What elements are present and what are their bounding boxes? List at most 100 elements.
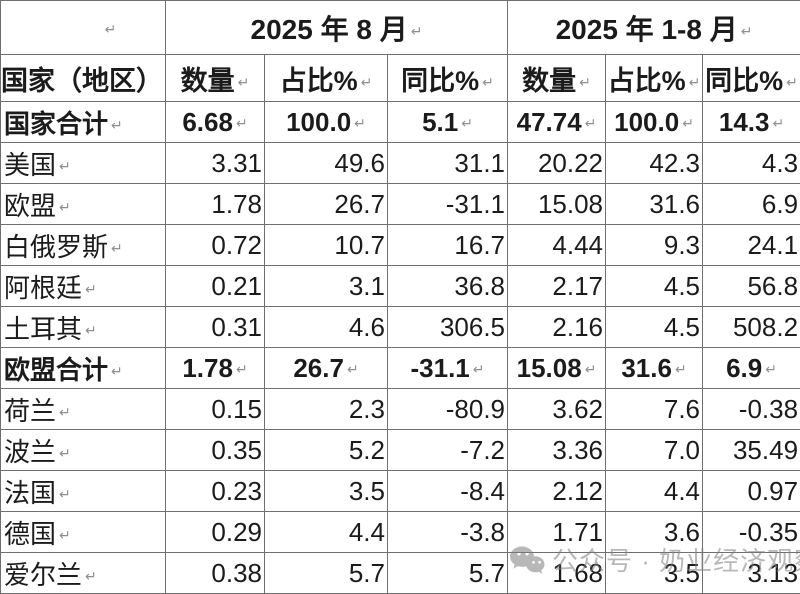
value-cell: 26.7↵: [265, 184, 388, 225]
value-cell: -0.35↵: [703, 512, 800, 553]
country-name: 白俄罗斯: [4, 232, 108, 262]
value-cell: 1.71↵: [508, 512, 606, 553]
value-cell: 3.5↵: [265, 471, 388, 512]
return-mark: ↵: [236, 361, 248, 377]
value-cell: 2.16↵: [508, 307, 606, 348]
return-mark: ↵: [765, 361, 777, 377]
country-cell: 欧盟合计↵: [1, 348, 166, 389]
period-header-jan-aug: 2025 年 1-8 月↵: [508, 1, 800, 55]
table-row: 荷兰↵ 0.15↵ 2.3↵ -80.9↵ 3.62↵ 7.6↵ -0.38↵: [1, 389, 800, 430]
value-cell: 47.74↵: [508, 102, 606, 143]
value-cell: 3.31↵: [166, 143, 265, 184]
country-cell: 德国↵: [1, 512, 166, 553]
value-cell: -31.1↵: [388, 348, 508, 389]
value-cell: 100.0↵: [606, 102, 703, 143]
value-cell: 3.5↵: [606, 553, 703, 594]
country-name: 爱尔兰: [4, 560, 82, 590]
country-cell: 阿根廷↵: [1, 266, 166, 307]
value-cell: 24.1↵: [703, 225, 800, 266]
value-cell: 100.0↵: [265, 102, 388, 143]
country-cell: 欧盟↵: [1, 184, 166, 225]
value-cell: 2.17↵: [508, 266, 606, 307]
return-mark: ↵: [59, 527, 71, 543]
return-mark: ↵: [111, 240, 123, 256]
country-name: 阿根廷: [4, 273, 82, 303]
return-mark: ↵: [85, 281, 97, 297]
return-mark: ↵: [59, 158, 71, 174]
return-mark: ↵: [473, 361, 485, 377]
country-name: 德国: [4, 519, 56, 549]
return-mark: ↵: [111, 363, 123, 379]
value-cell: -0.38↵: [703, 389, 800, 430]
value-cell: -7.2↵: [388, 430, 508, 471]
value-cell: 6.9↵: [703, 184, 800, 225]
return-mark: ↵: [105, 21, 117, 37]
value-cell: 4.3↵: [703, 143, 800, 184]
value-cell: 9.3↵: [606, 225, 703, 266]
value-cell: 15.08↵: [508, 184, 606, 225]
quantity-column-header: 数量↵: [166, 55, 265, 102]
table-body: 国家合计↵ 6.68↵ 100.0↵ 5.1↵ 47.74↵ 100.0↵ 14…: [1, 102, 800, 594]
value-cell: 3.1↵: [265, 266, 388, 307]
table-row: 国家合计↵ 6.68↵ 100.0↵ 5.1↵ 47.74↵ 100.0↵ 14…: [1, 102, 800, 143]
table-row: 德国↵ 0.29↵ 4.4↵ -3.8↵ 1.71↵ 3.6↵ -0.35↵: [1, 512, 800, 553]
return-mark: ↵: [579, 74, 591, 90]
value-cell: 0.38↵: [166, 553, 265, 594]
value-cell: 6.9↵: [703, 348, 800, 389]
value-cell: 306.5↵: [388, 307, 508, 348]
country-column-header: 国家（地区）↵: [1, 55, 166, 102]
country-cell: 美国↵: [1, 143, 166, 184]
country-name: 土耳其: [4, 314, 82, 344]
return-mark: ↵: [238, 74, 250, 90]
country-name: 欧盟: [4, 191, 56, 221]
value-cell: 4.44↵: [508, 225, 606, 266]
period-header-aug: 2025 年 8 月↵: [166, 1, 508, 55]
table-row: 美国↵ 3.31↵ 49.6↵ 31.1↵ 20.22↵ 42.3↵ 4.3↵: [1, 143, 800, 184]
return-mark: ↵: [59, 404, 71, 420]
country-cell: 土耳其↵: [1, 307, 166, 348]
return-mark: ↵: [741, 23, 753, 39]
return-mark: ↵: [354, 115, 366, 131]
value-cell: 0.72↵: [166, 225, 265, 266]
country-name: 法国: [4, 478, 56, 508]
value-cell: -3.8↵: [388, 512, 508, 553]
return-mark: ↵: [347, 361, 359, 377]
value-cell: 7.0↵: [606, 430, 703, 471]
value-cell: 1.78↵: [166, 348, 265, 389]
return-mark: ↵: [585, 115, 597, 131]
value-cell: 16.7↵: [388, 225, 508, 266]
value-cell: 5.7↵: [388, 553, 508, 594]
return-mark: ↵: [59, 445, 71, 461]
value-cell: 2.3↵: [265, 389, 388, 430]
return-mark: ↵: [85, 322, 97, 338]
value-cell: 36.8↵: [388, 266, 508, 307]
country-name: 国家合计: [4, 109, 108, 139]
value-cell: 4.4↵: [606, 471, 703, 512]
value-cell: 31.6↵: [606, 348, 703, 389]
country-cell: 国家合计↵: [1, 102, 166, 143]
period-label: 2025 年 8 月: [251, 14, 408, 45]
value-cell: 5.1↵: [388, 102, 508, 143]
quantity-column-header: 数量↵: [508, 55, 606, 102]
return-mark: ↵: [689, 74, 701, 90]
return-mark: ↵: [111, 117, 123, 133]
table-row: 法国↵ 0.23↵ 3.5↵ -8.4↵ 2.12↵ 4.4↵ 0.97↵: [1, 471, 800, 512]
value-cell: 0.35↵: [166, 430, 265, 471]
value-cell: 0.21↵: [166, 266, 265, 307]
country-cell: 爱尔兰↵: [1, 553, 166, 594]
corner-cell: ↵: [1, 1, 166, 55]
return-mark: ↵: [361, 74, 373, 90]
value-cell: 4.6↵: [265, 307, 388, 348]
value-cell: 0.23↵: [166, 471, 265, 512]
value-cell: 15.08↵: [508, 348, 606, 389]
country-cell: 白俄罗斯↵: [1, 225, 166, 266]
value-cell: 6.68↵: [166, 102, 265, 143]
value-cell: 5.2↵: [265, 430, 388, 471]
value-cell: 31.1↵: [388, 143, 508, 184]
yoy-column-header: 同比%↵: [388, 55, 508, 102]
value-cell: 10.7↵: [265, 225, 388, 266]
table-row: 土耳其↵ 0.31↵ 4.6↵ 306.5↵ 2.16↵ 4.5↵ 508.2↵: [1, 307, 800, 348]
value-cell: 1.68↵: [508, 553, 606, 594]
return-mark: ↵: [461, 115, 473, 131]
